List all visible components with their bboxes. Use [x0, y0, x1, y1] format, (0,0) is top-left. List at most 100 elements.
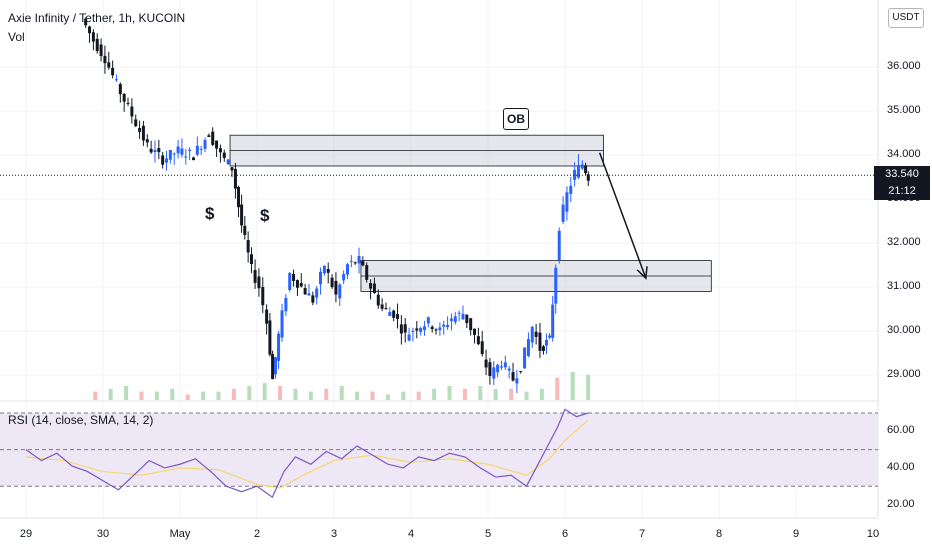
- candle-body: [91, 32, 95, 42]
- candle-body: [488, 362, 492, 376]
- volume-bar: [324, 388, 329, 400]
- candle-body: [191, 157, 195, 161]
- candle-body: [461, 313, 465, 320]
- time-tick-label: 6: [561, 528, 569, 540]
- candle-body: [557, 230, 561, 261]
- candle-body: [530, 326, 534, 343]
- candle-body: [265, 309, 269, 324]
- price-tick-label: 29.000: [887, 368, 921, 380]
- candle-body: [240, 204, 244, 226]
- projection-arrow-head: [636, 266, 648, 280]
- candle-body: [541, 346, 545, 352]
- candle-body: [295, 280, 299, 288]
- candle-body: [584, 165, 588, 174]
- candle-body: [407, 334, 411, 341]
- candle-body: [496, 364, 500, 373]
- candle-body: [548, 335, 552, 338]
- candle-body: [446, 324, 450, 327]
- volume-bar: [154, 391, 159, 400]
- candle-body: [130, 106, 134, 117]
- candle-body: [353, 262, 357, 264]
- candle-body: [292, 273, 296, 281]
- candle-body: [507, 368, 511, 371]
- time-tick-label: 3: [330, 528, 338, 540]
- volume-bar: [432, 388, 437, 400]
- candle-body: [392, 310, 396, 318]
- candle-body: [126, 102, 130, 104]
- candle-body: [338, 284, 342, 299]
- volume-bar: [247, 386, 252, 400]
- candle-body: [145, 139, 149, 143]
- candle-body: [372, 283, 376, 294]
- candle-body: [257, 276, 261, 289]
- candle-body: [230, 167, 234, 171]
- volume-bar: [262, 383, 267, 400]
- candle-body: [484, 359, 488, 368]
- volume-bar: [462, 388, 467, 400]
- volume-bar: [493, 388, 498, 400]
- dollar-marker-2[interactable]: $: [260, 206, 270, 225]
- candle-body: [326, 269, 330, 273]
- candle-body: [315, 288, 319, 298]
- time-tick-label: 9: [792, 528, 800, 540]
- candle-body: [511, 372, 515, 381]
- candle-body: [161, 155, 165, 165]
- candle-body: [430, 326, 434, 330]
- candle-body: [268, 320, 272, 355]
- candle-body: [415, 328, 419, 331]
- candle-body: [273, 357, 277, 375]
- candle-body: [361, 261, 365, 266]
- candle-body: [211, 131, 215, 145]
- candle-body: [218, 148, 222, 153]
- volume-bar: [185, 394, 190, 400]
- candle-body: [345, 264, 349, 275]
- candle-body: [499, 366, 503, 368]
- volume-bar: [108, 388, 113, 400]
- dollar-marker-1[interactable]: $: [205, 204, 215, 223]
- rsi-tick-label: 60.00: [887, 424, 915, 437]
- price-tick-label: 30.000: [887, 324, 921, 336]
- candle-body: [403, 324, 407, 333]
- volume-bar: [216, 391, 221, 400]
- volume-bar: [170, 388, 175, 400]
- volume-bar: [570, 372, 575, 400]
- volume-bar: [293, 388, 298, 400]
- volume-bar: [370, 391, 375, 400]
- volume-bar: [385, 394, 390, 400]
- candle-body: [284, 297, 288, 312]
- candle-body: [311, 295, 315, 303]
- candle-body: [434, 329, 438, 331]
- candle-body: [465, 314, 469, 324]
- candle-body: [111, 67, 115, 76]
- candle-body: [168, 149, 172, 160]
- volume-bar: [139, 391, 144, 400]
- candle-body: [280, 310, 284, 338]
- currency-selector[interactable]: USDT: [888, 8, 924, 28]
- candle-body: [565, 192, 569, 212]
- price-tick-label: 32.000: [887, 236, 921, 248]
- candle-body: [551, 304, 555, 338]
- candle-body: [396, 314, 400, 319]
- time-tick-label: 29: [19, 528, 33, 540]
- candle-body: [157, 148, 161, 153]
- volume-bar: [586, 374, 591, 400]
- candle-body: [246, 240, 250, 253]
- volume-bar: [278, 386, 283, 400]
- volume-bar: [509, 388, 514, 400]
- candle-body: [380, 304, 384, 309]
- candle-body: [376, 294, 380, 306]
- candle-body: [184, 156, 188, 158]
- volume-bar: [93, 391, 98, 400]
- bar-countdown: 21:12: [888, 185, 916, 197]
- candle-body: [538, 332, 542, 351]
- candle-body: [319, 271, 323, 285]
- candle-body: [195, 145, 199, 155]
- candle-body: [103, 55, 107, 64]
- candle-body: [153, 149, 157, 153]
- candle-body: [554, 267, 558, 304]
- candle-body: [141, 125, 145, 141]
- candle-body: [388, 312, 392, 316]
- last-price: 33.540: [885, 168, 919, 180]
- ob-label[interactable]: OB: [503, 108, 529, 130]
